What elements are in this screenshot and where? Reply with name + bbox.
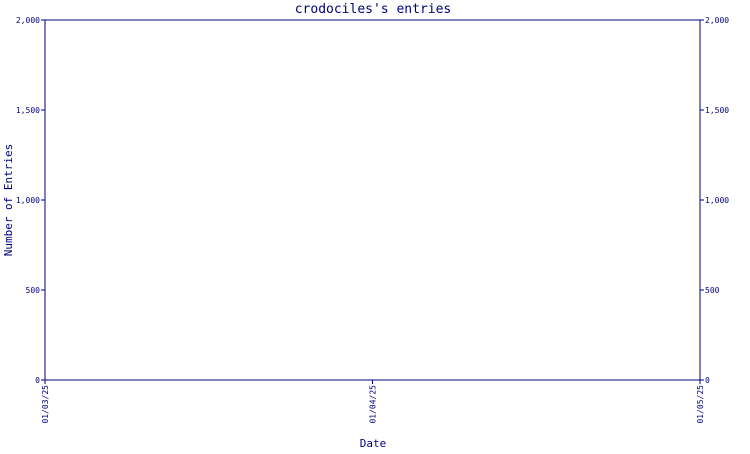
x-tick-label: 01/03/25: [41, 385, 50, 424]
x-tick-label: 01/04/25: [369, 385, 378, 424]
y-tick-label-left: 1,000: [16, 196, 40, 205]
y-tick-label-right: 1,000: [705, 196, 729, 205]
y-tick-label-left: 0: [35, 376, 40, 385]
left-y-axis: 0 500 1,000 1,500 2,000: [16, 16, 45, 385]
y-tick-label-right: 0: [705, 376, 710, 385]
y-tick-label-left: 500: [26, 286, 41, 295]
x-axis: 01/03/25 01/04/25 01/05/25: [41, 380, 705, 424]
x-tick-label: 01/05/25: [696, 385, 705, 424]
y-tick-label-left: 2,000: [16, 16, 40, 25]
y-axis-label: Number of Entries: [2, 144, 15, 257]
chart-title: crodociles's entries: [295, 2, 452, 17]
y-tick-label-right: 500: [705, 286, 720, 295]
y-tick-label-left: 1,500: [16, 106, 40, 115]
y-tick-label-right: 2,000: [705, 16, 729, 25]
right-y-axis: 0 500 1,000 1,500 2,000: [700, 16, 729, 385]
x-axis-label: Date: [360, 437, 387, 450]
y-tick-label-right: 1,500: [705, 106, 729, 115]
